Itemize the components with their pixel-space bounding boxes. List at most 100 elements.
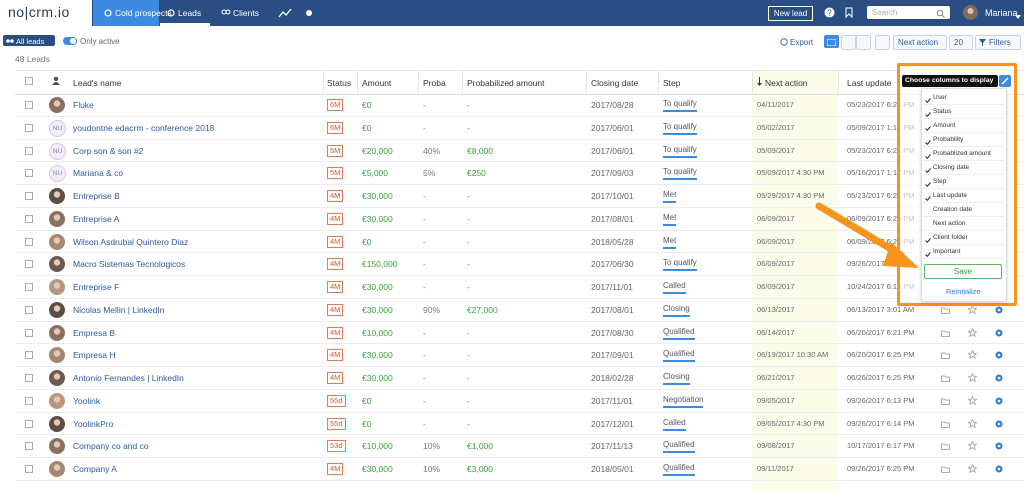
row-checkbox[interactable] [25, 374, 33, 382]
user-name[interactable]: Mariana [985, 8, 1018, 18]
lead-name[interactable]: Yoolink [73, 396, 100, 406]
column-header[interactable]: Proba [423, 78, 446, 88]
view-toggle[interactable] [841, 35, 856, 50]
row-checkbox[interactable] [25, 169, 33, 177]
nav-tab[interactable]: Leads [178, 8, 201, 18]
star-icon[interactable] [968, 328, 977, 337]
reports-icon[interactable] [278, 8, 292, 18]
star-icon[interactable] [968, 419, 977, 428]
row-divider [15, 184, 1024, 185]
row-checkbox[interactable] [25, 192, 33, 200]
row-checkbox[interactable] [25, 420, 33, 428]
row-checkbox[interactable] [25, 465, 33, 473]
new-lead-button[interactable]: New lead [768, 6, 813, 21]
star-icon-glyph [968, 305, 977, 314]
folder-icon[interactable] [941, 329, 950, 336]
view-toggle[interactable] [856, 35, 871, 50]
row-checkbox[interactable] [25, 442, 33, 450]
lead-name[interactable]: Corp son & son #2 [73, 146, 143, 156]
row-checkbox[interactable] [25, 238, 33, 246]
lead-name[interactable]: Entreprise F [73, 282, 119, 292]
folder-icon[interactable] [941, 442, 950, 449]
help-icon[interactable]: ? [824, 7, 835, 18]
lead-name[interactable]: Company A [73, 464, 117, 474]
gear-icon[interactable] [995, 420, 1003, 428]
gear-icon[interactable] [995, 397, 1003, 405]
sort-select[interactable]: Next action [893, 35, 947, 50]
gear-icon[interactable] [995, 374, 1003, 382]
lead-name[interactable]: Company co and co [73, 441, 149, 451]
per-page-select[interactable]: 20 [949, 35, 973, 50]
column-header[interactable]: Next action [765, 78, 808, 88]
lead-name[interactable]: Empresa H [73, 350, 116, 360]
row-checkbox[interactable] [25, 124, 33, 132]
row-checkbox[interactable] [25, 147, 33, 155]
star-icon[interactable] [968, 441, 977, 450]
gear-icon[interactable] [995, 306, 1003, 314]
column-header[interactable]: Amount [362, 78, 391, 88]
bookmark-icon[interactable] [845, 7, 853, 18]
nav-tab[interactable]: Clients [233, 8, 259, 18]
column-header[interactable]: Closing date [591, 78, 638, 88]
star-icon[interactable] [968, 464, 977, 473]
columns-button[interactable] [999, 75, 1011, 87]
check-icon-glyph [925, 196, 931, 201]
export-link[interactable]: Export [790, 38, 813, 47]
column-header[interactable]: Probabilized amount [467, 78, 545, 88]
header-checkbox[interactable] [25, 77, 33, 85]
settings-icon[interactable] [305, 9, 313, 17]
lead-name[interactable]: Wilson Asdrubal Quintero Diaz [73, 237, 188, 247]
folder-icon[interactable] [941, 397, 950, 404]
row-checkbox[interactable] [25, 215, 33, 223]
lead-name[interactable]: Fluke [73, 100, 94, 110]
lead-name[interactable]: Macro Sistemas Tecnologicos [73, 259, 185, 269]
row-checkbox[interactable] [25, 397, 33, 405]
row-checkbox[interactable] [25, 306, 33, 314]
nav-tab[interactable]: Cold prospects [115, 8, 172, 18]
folder-icon[interactable] [941, 465, 950, 472]
toggle[interactable] [63, 37, 77, 45]
all-leads-label[interactable]: All leads [16, 37, 44, 46]
option-label: Status [933, 108, 951, 115]
folder-icon-glyph [941, 421, 950, 428]
lead-name[interactable]: Entreprise B [73, 191, 120, 201]
folder-icon[interactable] [941, 351, 950, 358]
user-avatar[interactable] [963, 5, 978, 20]
row-checkbox[interactable] [25, 283, 33, 291]
gear-icon[interactable] [995, 351, 1003, 359]
gear-icon[interactable] [995, 465, 1003, 473]
star-icon[interactable] [968, 396, 977, 405]
star-icon[interactable] [968, 373, 977, 382]
column-header[interactable]: Step [663, 78, 681, 88]
column-separator [658, 71, 659, 93]
next-action-column-bg [752, 70, 838, 491]
row-checkbox[interactable] [25, 329, 33, 337]
column-header[interactable]: Status [327, 78, 351, 88]
column-header[interactable]: Lead's name [73, 78, 121, 88]
row-checkbox[interactable] [25, 260, 33, 268]
gear-icon[interactable] [995, 442, 1003, 450]
last-update: 06/20/2017 6:21 PM [847, 328, 915, 337]
lead-name[interactable]: Nicolas Mellin | LinkedIn [73, 305, 165, 315]
folder-icon[interactable] [941, 374, 950, 381]
status-badge: 5M [327, 167, 343, 179]
folder-icon[interactable] [941, 306, 950, 313]
lead-name[interactable]: Mariana & co [73, 168, 123, 178]
gear-icon[interactable] [995, 329, 1003, 337]
row-checkbox[interactable] [25, 351, 33, 359]
lead-name[interactable]: Antonio Fernandes | LinkedIn [73, 373, 184, 383]
lead-name[interactable]: youdontne edacrm - conference 2018 [73, 123, 214, 133]
star-icon[interactable] [968, 305, 977, 314]
save-button[interactable]: Save [924, 264, 1002, 279]
step: To qualify [663, 258, 697, 271]
avatar-photo-glyph [49, 416, 65, 432]
reset-link[interactable]: Reintialize [946, 287, 981, 296]
sort-dir[interactable] [875, 35, 890, 50]
lead-name[interactable]: YoolinkPro [73, 419, 113, 429]
column-header[interactable]: Last update [847, 78, 891, 88]
star-icon[interactable] [968, 350, 977, 359]
row-checkbox[interactable] [25, 101, 33, 109]
lead-name[interactable]: Empresa B [73, 328, 115, 338]
lead-name[interactable]: Entreprise A [73, 214, 119, 224]
folder-icon[interactable] [941, 420, 950, 427]
